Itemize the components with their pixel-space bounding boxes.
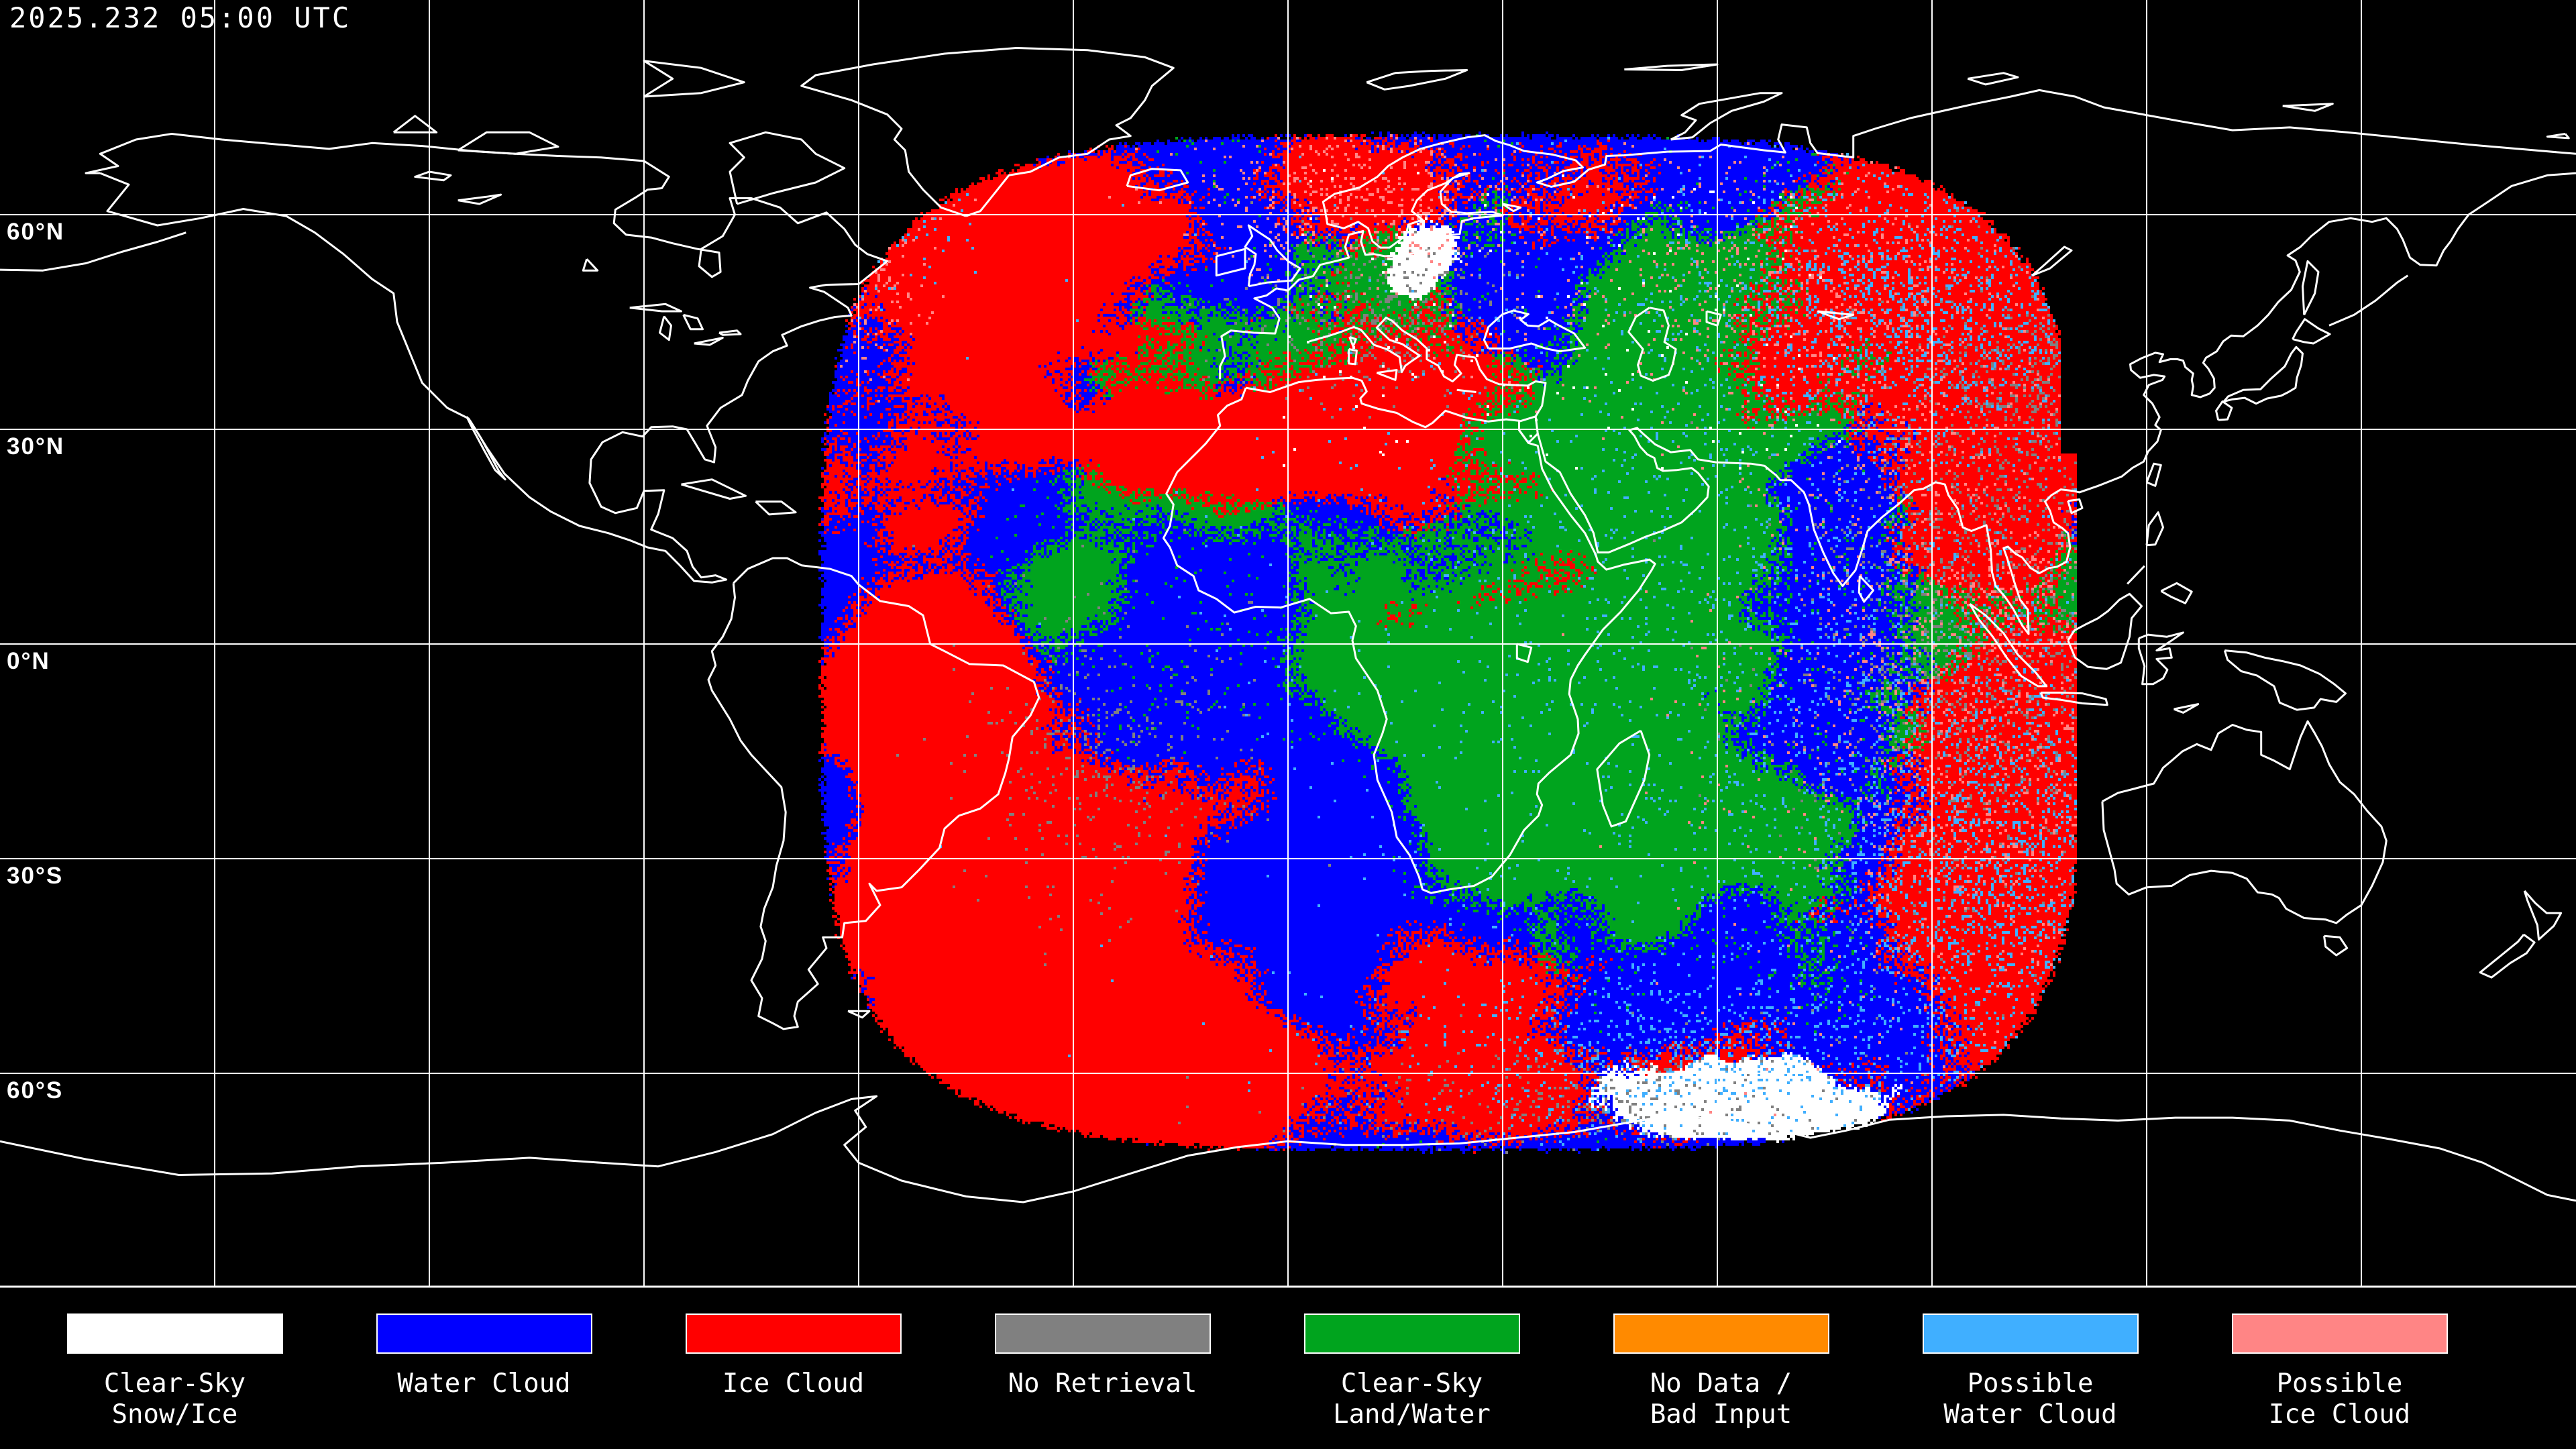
legend-label-line: No Retrieval: [1008, 1368, 1197, 1399]
legend-item-ice-cloud: Ice Cloud: [639, 1288, 948, 1449]
legend-swatch-clear-sky-land-water: [1303, 1313, 1520, 1354]
legend-swatch-no-retrieval: [994, 1313, 1211, 1354]
legend-label-line: Clear-Sky: [103, 1368, 246, 1399]
legend-label-line: Ice Cloud: [722, 1368, 865, 1399]
legend-label-line: Ice Cloud: [2268, 1399, 2411, 1430]
legend-item-possible-water-cloud: Possible Water Cloud: [1876, 1288, 2185, 1449]
legend-swatch-clear-sky-snow-ice: [66, 1313, 283, 1354]
legend-label-line: Land/Water: [1333, 1399, 1491, 1430]
legend-label-line: Bad Input: [1650, 1399, 1792, 1430]
lat-label-60s: 60°S: [7, 1077, 64, 1104]
legend-swatch-possible-ice-cloud: [2231, 1313, 2448, 1354]
legend-label-line: Water Cloud: [397, 1368, 571, 1399]
legend-label-line: Clear-Sky: [1340, 1368, 1483, 1399]
legend: Clear-Sky Snow/Ice Water Cloud Ice Cloud…: [0, 1288, 2576, 1449]
legend-item-clear-sky-land-water: Clear-Sky Land/Water: [1257, 1288, 1566, 1449]
legend-item-water-cloud: Water Cloud: [329, 1288, 639, 1449]
legend-item-possible-ice-cloud: Possible Ice Cloud: [2185, 1288, 2494, 1449]
legend-label-line: No Data /: [1650, 1368, 1792, 1399]
legend-label-line: Snow/Ice: [111, 1399, 238, 1430]
legend-swatch-ice-cloud: [685, 1313, 902, 1354]
lat-label-30s: 30°S: [7, 863, 64, 889]
lat-label-30n: 30°N: [7, 433, 65, 460]
legend-swatch-water-cloud: [376, 1313, 592, 1354]
legend-item-no-data-bad-input: No Data / Bad Input: [1566, 1288, 1876, 1449]
graticule: [0, 0, 2576, 1288]
lat-label-0n: 0°N: [7, 648, 50, 674]
coastlines: [0, 47, 2576, 1203]
legend-swatch-no-data-bad-input: [1613, 1313, 1829, 1354]
legend-item-no-retrieval: No Retrieval: [948, 1288, 1257, 1449]
timestamp: 2025.232 05:00 UTC: [9, 1, 352, 34]
lat-label-60n: 60°N: [7, 219, 65, 245]
legend-label-line: Possible: [2276, 1368, 2403, 1399]
legend-label-line: Possible: [1967, 1368, 2094, 1399]
legend-swatch-possible-water-cloud: [1922, 1313, 2139, 1354]
legend-item-clear-sky-snow-ice: Clear-Sky Snow/Ice: [20, 1288, 329, 1449]
basemap: [0, 0, 2576, 1288]
legend-label-line: Water Cloud: [1943, 1399, 2117, 1430]
